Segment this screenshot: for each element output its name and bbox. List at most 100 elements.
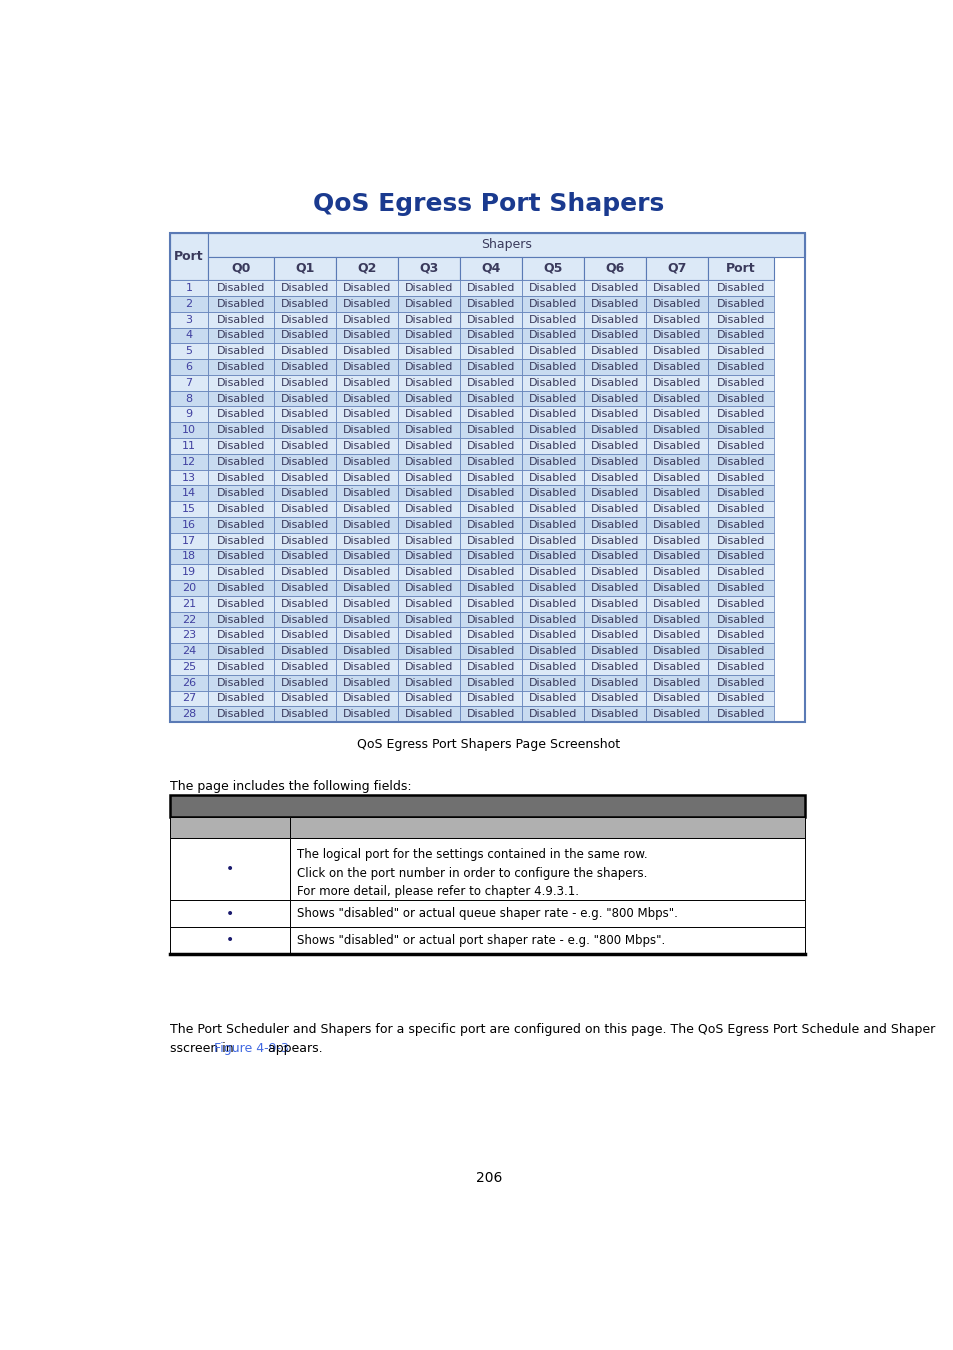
Bar — [208, 706, 274, 722]
Text: Disabled: Disabled — [405, 567, 453, 578]
Text: Disabled: Disabled — [653, 489, 700, 498]
Bar — [645, 580, 707, 595]
Text: Disabled: Disabled — [281, 489, 329, 498]
Bar — [170, 659, 208, 675]
Bar — [208, 312, 274, 328]
Bar — [335, 501, 397, 517]
Bar — [274, 643, 335, 659]
Bar — [459, 706, 521, 722]
Text: Disabled: Disabled — [467, 425, 515, 435]
Bar — [335, 454, 397, 470]
Bar — [645, 643, 707, 659]
Bar — [335, 328, 397, 343]
Text: Disabled: Disabled — [467, 647, 515, 656]
Bar — [274, 454, 335, 470]
Text: Disabled: Disabled — [217, 298, 265, 309]
Bar — [335, 343, 397, 359]
Text: Disabled: Disabled — [217, 489, 265, 498]
Text: Disabled: Disabled — [717, 441, 764, 451]
Bar — [459, 517, 521, 533]
Text: Disabled: Disabled — [281, 599, 329, 609]
Text: Disabled: Disabled — [717, 346, 764, 356]
Text: Shapers: Shapers — [481, 238, 532, 251]
Bar — [208, 454, 274, 470]
Bar — [208, 343, 274, 359]
Text: Disabled: Disabled — [653, 298, 700, 309]
Bar — [397, 328, 459, 343]
Text: Disabled: Disabled — [717, 298, 764, 309]
Text: Disabled: Disabled — [217, 647, 265, 656]
Text: Disabled: Disabled — [467, 489, 515, 498]
Bar — [645, 454, 707, 470]
Bar — [170, 296, 208, 312]
Text: Disabled: Disabled — [717, 472, 764, 482]
Bar — [707, 454, 773, 470]
Text: Disabled: Disabled — [217, 284, 265, 293]
Bar — [397, 501, 459, 517]
Text: Disabled: Disabled — [405, 409, 453, 420]
Bar — [521, 296, 583, 312]
Text: 10: 10 — [182, 425, 195, 435]
Bar — [583, 628, 645, 643]
Text: Port: Port — [725, 262, 755, 275]
Text: Disabled: Disabled — [591, 378, 639, 387]
Bar — [397, 517, 459, 533]
Bar — [707, 359, 773, 375]
Bar — [583, 486, 645, 501]
Text: Disabled: Disabled — [591, 409, 639, 420]
Text: 206: 206 — [476, 1172, 501, 1185]
Text: Disabled: Disabled — [467, 456, 515, 467]
Text: Disabled: Disabled — [405, 709, 453, 720]
Bar — [170, 437, 208, 454]
Text: Disabled: Disabled — [591, 456, 639, 467]
Text: Disabled: Disabled — [467, 599, 515, 609]
Text: Disabled: Disabled — [591, 599, 639, 609]
Text: Shows "disabled" or actual port shaper rate - e.g. "800 Mbps".: Shows "disabled" or actual port shaper r… — [297, 934, 665, 946]
Bar — [170, 595, 208, 612]
Bar — [459, 643, 521, 659]
Text: Disabled: Disabled — [653, 520, 700, 529]
Bar — [707, 375, 773, 390]
Bar — [170, 390, 208, 406]
Bar — [208, 659, 274, 675]
Text: Disabled: Disabled — [405, 583, 453, 593]
Bar — [645, 375, 707, 390]
Bar — [170, 643, 208, 659]
Bar — [274, 343, 335, 359]
Text: Disabled: Disabled — [343, 298, 391, 309]
Bar — [274, 580, 335, 595]
Bar — [335, 375, 397, 390]
Text: Disabled: Disabled — [591, 678, 639, 687]
Bar — [459, 406, 521, 423]
Text: Disabled: Disabled — [281, 567, 329, 578]
Text: Disabled: Disabled — [405, 425, 453, 435]
Bar — [707, 281, 773, 296]
Text: Disabled: Disabled — [529, 536, 577, 545]
Text: Disabled: Disabled — [281, 425, 329, 435]
Bar — [397, 296, 459, 312]
Text: Disabled: Disabled — [405, 599, 453, 609]
Text: Disabled: Disabled — [591, 425, 639, 435]
Text: Disabled: Disabled — [467, 504, 515, 514]
Text: Disabled: Disabled — [717, 567, 764, 578]
Text: Disabled: Disabled — [281, 536, 329, 545]
Bar — [583, 343, 645, 359]
Text: Disabled: Disabled — [217, 678, 265, 687]
Bar — [583, 312, 645, 328]
Bar — [335, 486, 397, 501]
Text: Disabled: Disabled — [717, 331, 764, 340]
Text: Disabled: Disabled — [217, 662, 265, 672]
Text: Disabled: Disabled — [591, 394, 639, 404]
Text: Disabled: Disabled — [717, 630, 764, 640]
Bar — [208, 548, 274, 564]
Text: 1: 1 — [185, 284, 193, 293]
Bar — [521, 501, 583, 517]
Text: Disabled: Disabled — [405, 298, 453, 309]
Bar — [645, 706, 707, 722]
Text: Disabled: Disabled — [217, 456, 265, 467]
Text: Disabled: Disabled — [281, 694, 329, 703]
Bar — [335, 564, 397, 580]
Text: Q6: Q6 — [605, 262, 624, 275]
Bar — [583, 454, 645, 470]
Text: Disabled: Disabled — [529, 362, 577, 373]
